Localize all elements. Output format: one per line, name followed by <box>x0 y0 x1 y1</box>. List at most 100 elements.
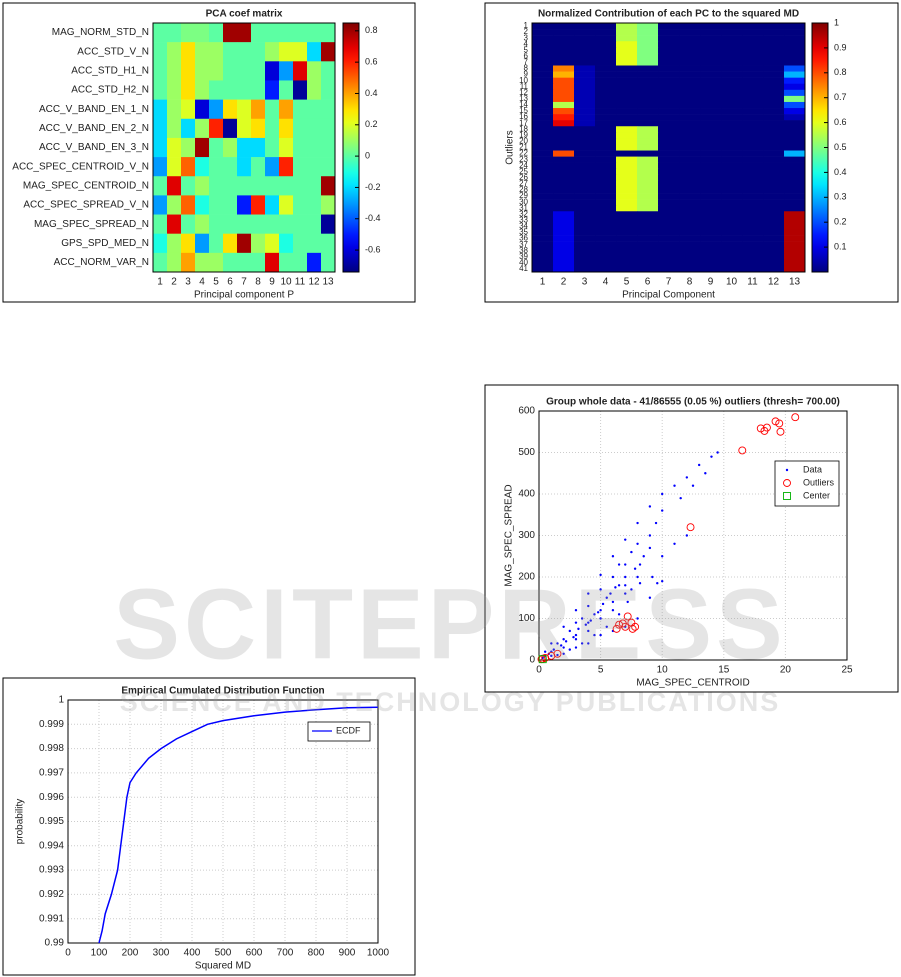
heatmap-cell <box>742 59 764 66</box>
heatmap-cell <box>574 65 596 72</box>
heatmap-cell <box>595 223 617 230</box>
heatmap-cell <box>763 211 785 218</box>
heatmap-cell <box>553 77 575 85</box>
heatmap-cell <box>679 241 701 249</box>
heatmap-cell <box>153 42 168 62</box>
heatmap-cell <box>209 99 224 120</box>
y-tick-label: 1 <box>524 21 529 30</box>
data-point <box>601 602 605 606</box>
heatmap-cell <box>784 199 806 206</box>
heatmap-cell <box>616 101 638 109</box>
heatmap-cell <box>553 174 575 182</box>
y-tick-label: 0.993 <box>39 865 64 876</box>
heatmap-cell <box>700 205 722 212</box>
heatmap-cell <box>532 59 554 66</box>
heatmap-cell <box>637 229 659 236</box>
heatmap-cell <box>679 265 701 273</box>
heatmap-cell <box>532 156 554 163</box>
data-point <box>638 582 642 585</box>
heatmap-cell <box>574 168 596 176</box>
heatmap-cell <box>181 23 196 43</box>
heatmap-cell <box>532 144 554 151</box>
heatmap-cell <box>658 120 680 127</box>
heatmap-cell <box>679 101 701 109</box>
heatmap-cell <box>532 253 554 261</box>
heatmap-cell <box>742 186 764 194</box>
colorbar-tick-label: 0.3 <box>834 192 847 202</box>
heatmap-cell <box>658 65 680 72</box>
data-point <box>648 505 652 508</box>
heatmap-cell <box>679 217 701 224</box>
heatmap-cell <box>679 235 701 242</box>
heatmap-cell <box>742 241 764 249</box>
heatmap-cell <box>658 144 680 151</box>
heatmap-cell <box>784 29 806 36</box>
heatmap-cell <box>784 71 806 78</box>
data-point <box>568 648 571 651</box>
heatmap-cell <box>679 211 701 218</box>
heatmap-cell <box>321 80 336 100</box>
data-point <box>611 600 615 604</box>
heatmap-cell <box>553 229 575 236</box>
heatmap-cell <box>637 65 659 72</box>
heatmap-cell <box>742 95 764 103</box>
heatmap-cell <box>742 132 764 139</box>
heatmap-cell <box>721 144 743 151</box>
heatmap-cell <box>574 108 596 115</box>
heatmap-cell <box>637 259 659 267</box>
outlier-point <box>686 523 695 532</box>
heatmap-cell <box>279 195 294 215</box>
heatmap-cell <box>574 156 596 163</box>
heatmap-cell <box>616 126 638 133</box>
heatmap-cell <box>195 252 210 273</box>
heatmap-cell <box>658 29 680 36</box>
y-tick-label: 300 <box>518 530 535 541</box>
heatmap-cell <box>265 233 280 254</box>
heatmap-cell <box>595 35 617 42</box>
heatmap-cell <box>553 47 575 54</box>
heatmap-cell <box>700 229 722 236</box>
y-tick-label: 13 <box>519 94 528 103</box>
y-axis-label: probability <box>15 799 26 845</box>
heatmap-cell <box>721 265 743 273</box>
heatmap-cell <box>742 29 764 36</box>
heatmap-cell <box>700 150 722 157</box>
heatmap-cell <box>321 61 336 81</box>
heatmap-cell <box>721 114 743 121</box>
heatmap-cell <box>763 235 785 242</box>
y-tick-label: 2 <box>524 27 529 36</box>
heatmap-cell <box>574 53 596 60</box>
heatmap-cell <box>595 89 617 97</box>
heatmap-cell <box>181 195 196 215</box>
x-tick-label: 700 <box>277 948 294 959</box>
heatmap-cell <box>574 247 596 255</box>
heatmap-cell <box>721 23 743 30</box>
heatmap-cell <box>595 108 617 115</box>
heatmap-cell <box>721 71 743 78</box>
heatmap-cell <box>153 137 168 158</box>
y-tick-label: 0.995 <box>39 816 64 827</box>
heatmap-cell <box>553 186 575 194</box>
heatmap-cell <box>279 176 294 196</box>
data-point <box>580 617 584 620</box>
heatmap-cell <box>553 126 575 133</box>
heatmap-cell <box>532 168 554 176</box>
y-tick-label: 0.991 <box>39 913 64 924</box>
heatmap-cell <box>265 157 280 177</box>
heatmap-cell <box>616 156 638 163</box>
heatmap-cell <box>181 214 196 234</box>
heatmap-cell <box>658 241 680 249</box>
heatmap-cell <box>742 35 764 42</box>
heatmap-cell <box>637 211 659 218</box>
x-tick-label: 6 <box>645 277 651 288</box>
heatmap-cell <box>721 235 743 242</box>
heatmap-cell <box>763 186 785 194</box>
y-tick-label: 19 <box>519 130 528 139</box>
heatmap-cell <box>574 150 596 157</box>
heatmap-cell <box>321 252 336 273</box>
heatmap-cell <box>595 156 617 163</box>
heatmap-cell <box>742 247 764 255</box>
heatmap-cell <box>721 59 743 66</box>
heatmap-cell <box>658 89 680 97</box>
data-point <box>630 550 633 554</box>
